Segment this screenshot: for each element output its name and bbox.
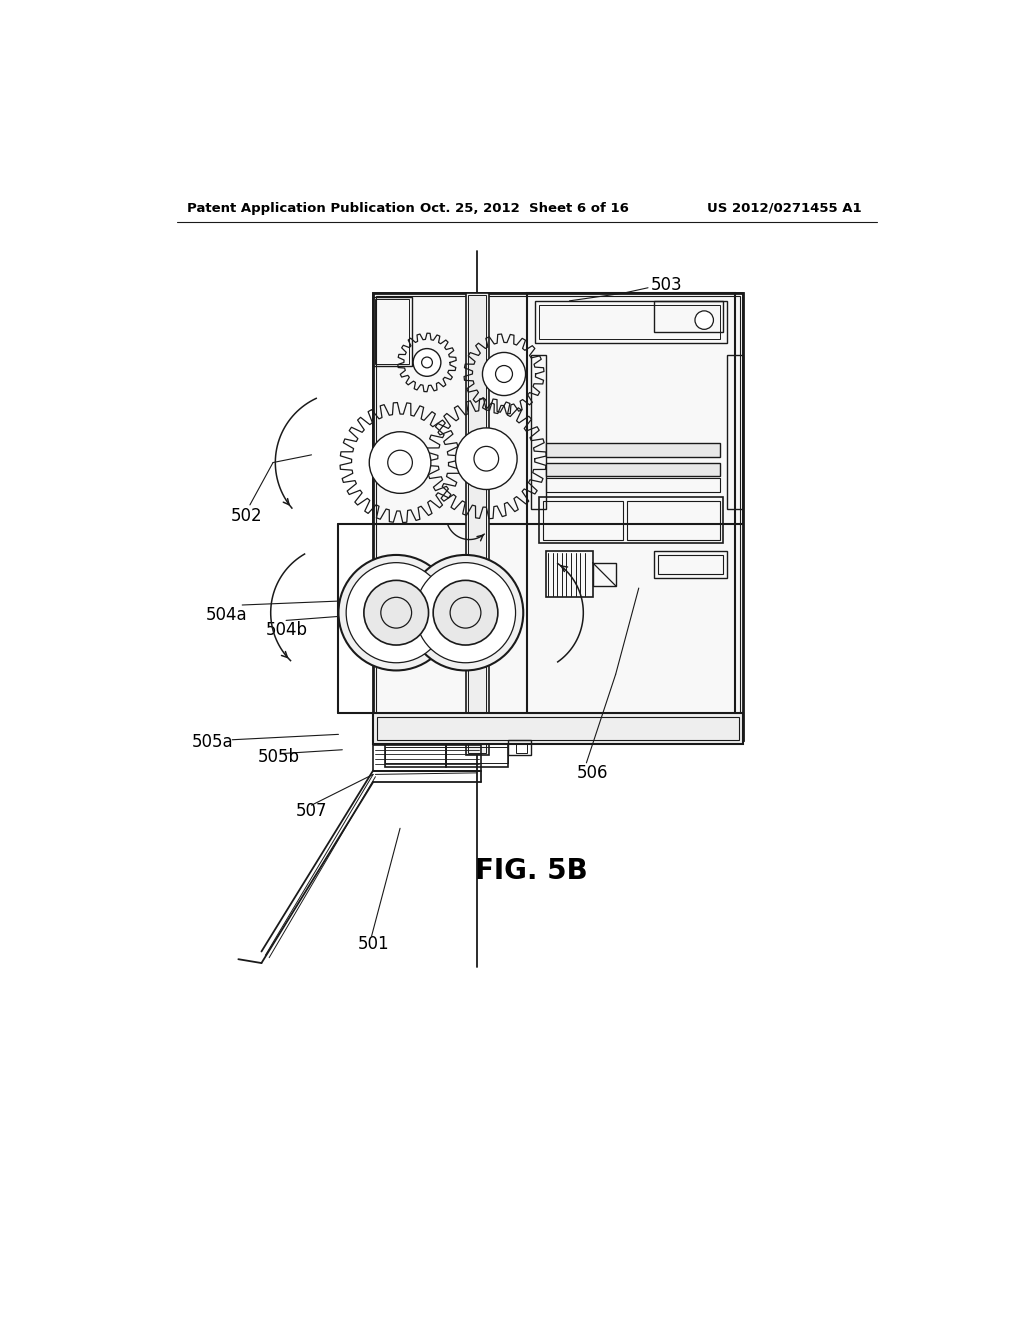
Text: Patent Application Publication: Patent Application Publication bbox=[186, 202, 415, 215]
Circle shape bbox=[339, 554, 454, 671]
Circle shape bbox=[346, 562, 446, 663]
Text: 504a: 504a bbox=[206, 606, 248, 624]
Bar bbox=[466, 293, 488, 755]
Circle shape bbox=[482, 352, 525, 396]
Circle shape bbox=[416, 562, 515, 663]
Bar bbox=[547, 462, 720, 477]
Bar bbox=[373, 297, 412, 367]
Text: 502: 502 bbox=[230, 507, 262, 525]
Bar bbox=[539, 305, 720, 339]
Bar bbox=[543, 502, 624, 540]
Text: 507: 507 bbox=[296, 803, 328, 820]
Bar bbox=[531, 355, 547, 508]
Circle shape bbox=[413, 348, 441, 376]
Bar bbox=[373, 293, 527, 524]
Text: 505a: 505a bbox=[193, 733, 233, 751]
Text: 501: 501 bbox=[357, 935, 389, 953]
Bar bbox=[535, 301, 727, 343]
Bar bbox=[547, 478, 720, 492]
Text: 506: 506 bbox=[578, 764, 608, 781]
Text: US 2012/0271455 A1: US 2012/0271455 A1 bbox=[708, 202, 862, 215]
Bar bbox=[385, 743, 446, 767]
Bar bbox=[628, 502, 720, 540]
Bar bbox=[539, 498, 724, 544]
Bar bbox=[527, 293, 742, 524]
Text: 504b: 504b bbox=[265, 620, 307, 639]
Circle shape bbox=[408, 554, 523, 671]
Circle shape bbox=[364, 581, 429, 645]
Bar bbox=[508, 739, 531, 755]
Bar bbox=[547, 552, 593, 598]
Bar bbox=[446, 747, 508, 763]
Bar bbox=[658, 554, 724, 574]
Circle shape bbox=[433, 581, 498, 645]
Bar bbox=[377, 717, 739, 739]
Bar bbox=[468, 296, 486, 752]
Bar bbox=[654, 552, 727, 578]
Text: Oct. 25, 2012  Sheet 6 of 16: Oct. 25, 2012 Sheet 6 of 16 bbox=[421, 202, 629, 215]
Bar bbox=[515, 743, 527, 752]
Bar bbox=[446, 743, 508, 767]
Circle shape bbox=[370, 432, 431, 494]
Bar bbox=[373, 293, 742, 739]
Text: FIG. 5B: FIG. 5B bbox=[474, 857, 588, 884]
Bar bbox=[654, 301, 724, 331]
Text: 505b: 505b bbox=[258, 748, 300, 767]
Bar bbox=[373, 713, 742, 743]
Bar bbox=[376, 296, 739, 737]
Bar bbox=[547, 444, 720, 457]
Bar bbox=[727, 355, 742, 508]
Bar bbox=[385, 747, 446, 763]
Bar bbox=[527, 293, 735, 739]
Circle shape bbox=[456, 428, 517, 490]
Text: 503: 503 bbox=[650, 276, 682, 294]
Circle shape bbox=[695, 312, 714, 330]
Bar bbox=[376, 300, 410, 364]
Bar bbox=[593, 562, 615, 586]
